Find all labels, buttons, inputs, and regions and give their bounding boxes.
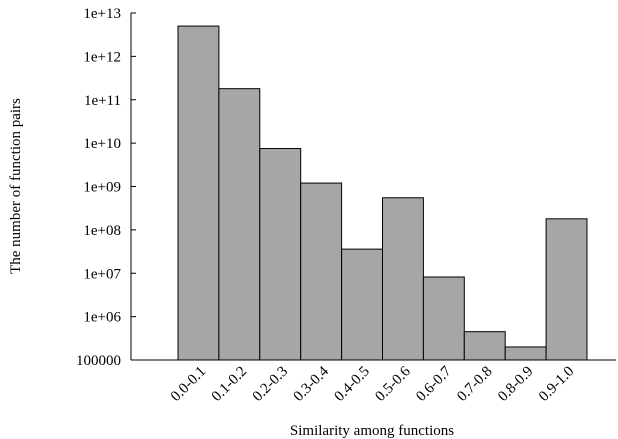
y-tick-label: 1e+09 bbox=[83, 180, 121, 196]
y-tick-label: 1e+13 bbox=[83, 6, 121, 22]
x-tick-label: 0.2-0.3 bbox=[250, 364, 291, 405]
bar-0.0-0.1 bbox=[177, 25, 220, 361]
y-tick-label: 100000 bbox=[76, 353, 121, 369]
bars-group bbox=[177, 25, 588, 361]
x-ticks-group: 0.0-0.1 0.1-0.2 0.2-0.3 0.3-0.4 0.4-0.5 0.5-0… bbox=[168, 363, 577, 405]
y-tick-label: 1e+06 bbox=[83, 310, 121, 326]
x-tick-label: 0.6-0.7 bbox=[413, 363, 455, 405]
y-tick-label: 1e+08 bbox=[83, 223, 121, 239]
bar-0.1-0.2 bbox=[218, 88, 261, 361]
y-tick-label: 1e+07 bbox=[83, 266, 121, 282]
x-tick-label: 0.1-0.2 bbox=[209, 364, 250, 405]
x-tick-label: 0.7-0.8 bbox=[454, 364, 495, 405]
bar-0.9-1.0 bbox=[545, 218, 588, 361]
y-tick-label: 1e+12 bbox=[83, 49, 121, 65]
y-tick-label: 1e+11 bbox=[84, 93, 121, 109]
x-tick-label: 0.9-1.0 bbox=[536, 364, 577, 405]
y-ticks-group: 100000 1e+06 1e+07 1e+08 1e+09 1e+10 1e+11 1e+1… bbox=[76, 6, 136, 369]
x-tick-label: 0.8-0.9 bbox=[495, 364, 536, 405]
y-axis-title: The number of function pairs bbox=[8, 98, 24, 274]
x-axis-title: Similarity among functions bbox=[290, 423, 454, 439]
bar-0.2-0.3 bbox=[259, 148, 302, 361]
bar-0.5-0.6 bbox=[382, 197, 424, 361]
bar-0.7-0.8 bbox=[463, 331, 506, 361]
bar-0.4-0.5 bbox=[341, 248, 384, 361]
x-tick-label: 0.0-0.1 bbox=[168, 364, 209, 405]
bar-0.8-0.9 bbox=[504, 346, 547, 361]
x-tick-label: 0.3-0.4 bbox=[291, 363, 333, 405]
y-tick-label: 1e+10 bbox=[83, 136, 121, 152]
bar-0.3-0.4 bbox=[300, 182, 343, 361]
x-tick-label: 0.4-0.5 bbox=[332, 364, 373, 405]
x-tick-label: 0.5-0.6 bbox=[372, 363, 414, 405]
bar-0.6-0.7 bbox=[422, 276, 465, 361]
